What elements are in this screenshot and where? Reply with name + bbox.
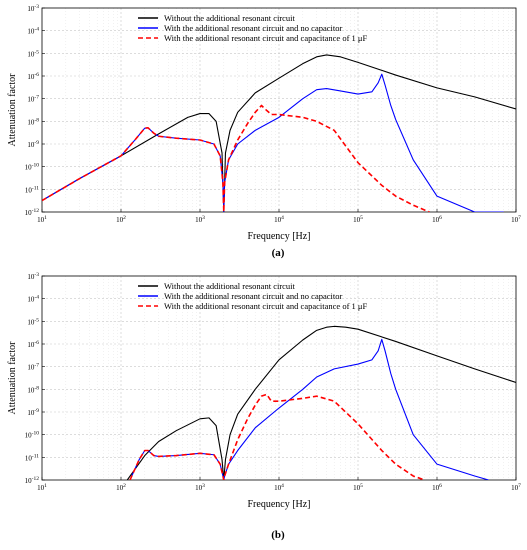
legend-label: With the additional resonant circuit and… <box>164 33 367 43</box>
y-tick-label: 10-6 <box>27 340 39 349</box>
series-line-2 <box>129 393 426 480</box>
legend-label: Without the additional resonant circuit <box>164 281 296 291</box>
x-tick-label: 107 <box>511 483 521 492</box>
y-axis-label: Attenuation factor <box>7 341 18 415</box>
y-tick-label: 10-6 <box>27 72 39 81</box>
x-axis-label: Frequency [Hz] <box>247 499 310 510</box>
grid <box>42 276 516 480</box>
series-line-2 <box>42 104 430 212</box>
y-tick-label: 10-4 <box>27 295 39 304</box>
series-group <box>126 325 516 480</box>
y-tick-label: 10-4 <box>27 27 39 36</box>
y-tick-label: 10-7 <box>27 363 39 372</box>
x-tick-label: 103 <box>195 215 205 224</box>
y-tick-label: 10-9 <box>27 408 39 417</box>
y-axis-label: Attenuation factor <box>7 73 18 147</box>
y-tick-label: 10-3 <box>27 4 39 13</box>
legend-label: Without the additional resonant circuit <box>164 13 296 23</box>
grid <box>42 8 516 212</box>
series-line-0 <box>126 325 516 480</box>
series-group <box>42 54 516 212</box>
y-tick-label: 10-11 <box>25 185 39 194</box>
x-tick-label: 103 <box>195 483 205 492</box>
x-tick-label: 102 <box>116 215 126 224</box>
x-tick-label: 106 <box>432 215 442 224</box>
chart-panel-1: 101 102 103 104 105 106 107 10-12 10-11 10-10 10-9… <box>7 272 521 541</box>
panel-label: (a) <box>272 247 285 259</box>
y-tick-label: 10-5 <box>27 317 39 326</box>
y-tick-label: 10-8 <box>27 117 39 126</box>
y-tick-label: 10-5 <box>27 49 39 58</box>
x-tick-label: 104 <box>274 483 284 492</box>
y-tick-label: 10-8 <box>27 385 39 394</box>
series-line-1 <box>42 73 504 212</box>
x-tick-label: 101 <box>37 483 47 492</box>
y-tick-label: 10-7 <box>27 95 39 104</box>
y-tick-label: 10-3 <box>27 272 39 281</box>
x-tick-label: 105 <box>353 215 363 224</box>
y-tick-label: 10-10 <box>25 163 40 172</box>
x-tick-label: 101 <box>37 215 47 224</box>
chart-panel-0: 101 102 103 104 105 106 107 10-12 10-11 10-10 10-9… <box>7 4 521 259</box>
legend: Without the additional resonant circuitW… <box>138 13 367 43</box>
y-tick-label: 10-12 <box>25 208 40 217</box>
legend-label: With the additional resonant circuit and… <box>164 301 367 311</box>
x-tick-label: 107 <box>511 215 521 224</box>
y-tick-label: 10-12 <box>25 476 40 485</box>
legend-label: With the additional resonant circuit and… <box>164 23 342 33</box>
x-tick-label: 102 <box>116 483 126 492</box>
y-tick-label: 10-11 <box>25 453 39 462</box>
series-line-0 <box>42 54 516 212</box>
x-axis-label: Frequency [Hz] <box>247 231 310 242</box>
x-tick-label: 106 <box>432 483 442 492</box>
panel-label: (b) <box>271 529 285 541</box>
y-tick-label: 10-9 <box>27 140 39 149</box>
legend-label: With the additional resonant circuit and… <box>164 291 342 301</box>
series-line-1 <box>129 338 489 480</box>
x-tick-label: 105 <box>353 483 363 492</box>
y-tick-label: 10-10 <box>25 431 40 440</box>
x-tick-label: 104 <box>274 215 284 224</box>
legend: Without the additional resonant circuitW… <box>138 281 367 311</box>
